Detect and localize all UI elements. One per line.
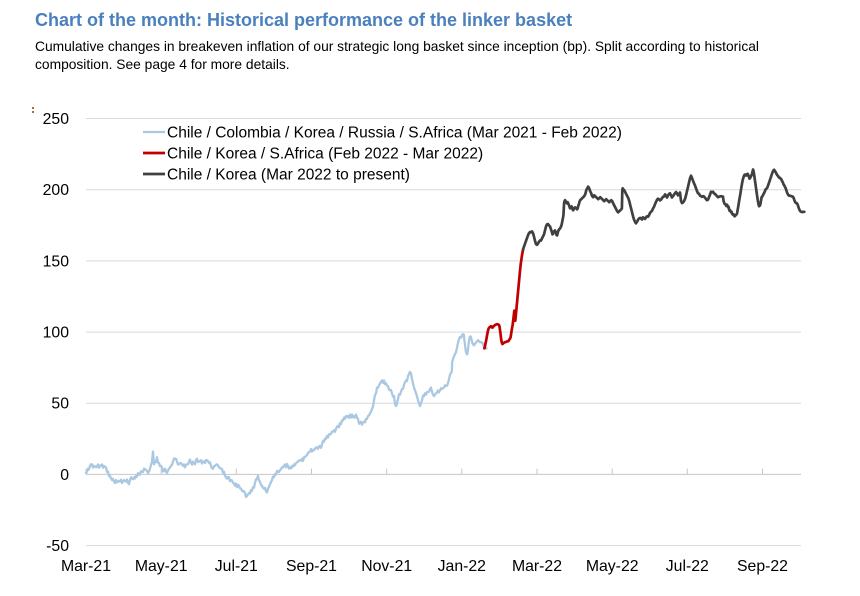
svg-text:Mar-22: Mar-22: [512, 558, 562, 575]
svg-text:Jan-22: Jan-22: [438, 558, 486, 575]
svg-text:0: 0: [60, 467, 69, 484]
svg-text:-50: -50: [46, 538, 69, 555]
svg-text:Chile / Korea / S.Africa (Feb: Chile / Korea / S.Africa (Feb 2022 - Mar…: [167, 146, 483, 163]
svg-text:100: 100: [43, 325, 70, 342]
svg-text:200: 200: [43, 182, 70, 199]
svg-text:Chile / Korea (Mar 2022 to pre: Chile / Korea (Mar 2022 to present): [167, 167, 410, 184]
svg-text:250: 250: [43, 111, 70, 128]
svg-text:Mar-21: Mar-21: [61, 558, 111, 575]
svg-text:Sep-21: Sep-21: [286, 558, 337, 575]
svg-text:Chile / Colombia / Korea / Rus: Chile / Colombia / Korea / Russia / S.Af…: [167, 125, 622, 142]
svg-text:Nov-21: Nov-21: [361, 558, 412, 575]
svg-text:Sep-22: Sep-22: [737, 558, 788, 575]
svg-text:Jul-21: Jul-21: [215, 558, 258, 575]
svg-text:50: 50: [51, 396, 69, 413]
svg-text:May-21: May-21: [135, 558, 188, 575]
svg-text:May-22: May-22: [586, 558, 639, 575]
svg-text:Jul-22: Jul-22: [666, 558, 709, 575]
svg-text:150: 150: [43, 253, 70, 270]
